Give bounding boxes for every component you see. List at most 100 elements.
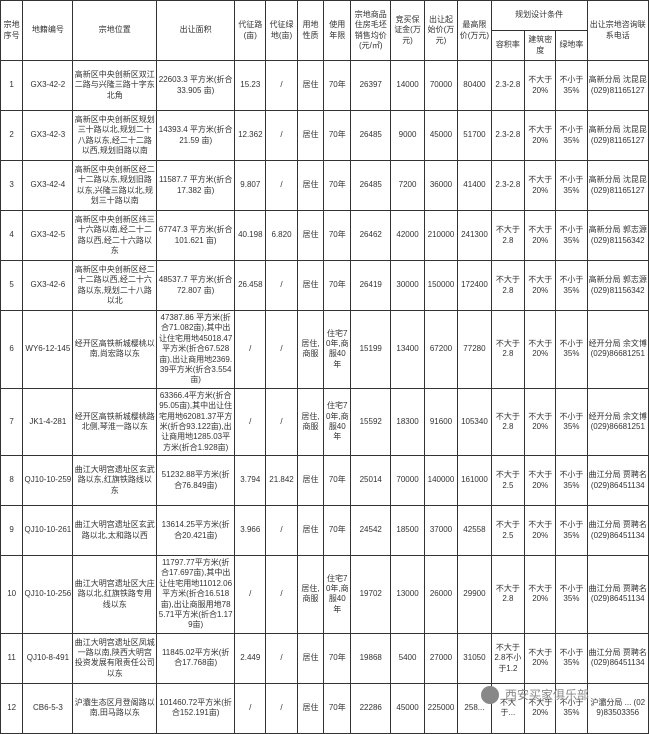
cell-far: 不大于...	[491, 683, 524, 733]
cell-area: 51232.88平方米(折合76.849亩)	[157, 456, 235, 506]
cell-max: 42558	[458, 506, 491, 556]
cell-code: GX3-42-2	[23, 61, 73, 111]
cell-contact: 沪灞分局 ... (029)83503356	[587, 683, 648, 733]
th-green: 代征绿地(亩)	[266, 1, 297, 61]
cell-gr: 不小于35%	[556, 161, 587, 211]
cell-dens: 不大于20%	[525, 683, 556, 733]
th-road: 代征路(亩)	[235, 1, 266, 61]
table-body: 1GX3-42-2高新区中央创新区双江二路与兴隆三路十字东北角22603.3 平…	[1, 61, 649, 734]
cell-max: 51700	[458, 111, 491, 161]
cell-years: 70年	[324, 456, 351, 506]
cell-loc: 经开区高铁新城樱桃以南,尚宏路以东	[73, 311, 157, 389]
cell-far: 不大于2.8	[491, 388, 524, 455]
cell-code: GX3-42-4	[23, 161, 73, 211]
cell-gr: 不小于35%	[556, 388, 587, 455]
cell-green: 6.820	[266, 211, 297, 261]
cell-deposit: 13400	[391, 311, 424, 389]
cell-price: 24542	[351, 506, 391, 556]
cell-loc: 曲江大明宫遗址区玄武路以北,太和路以西	[73, 506, 157, 556]
table-row: 2GX3-42-3高新区中央创新区规划三十路以北,规划二十八路以东,经二十二路以…	[1, 111, 649, 161]
cell-use: 居住,商服	[297, 311, 324, 389]
cell-use: 居住	[297, 211, 324, 261]
table-row: 4GX3-42-5高新区中央创新区纬三十六路以南,经二十二路以西,经二十六路以东…	[1, 211, 649, 261]
cell-code: GX3-42-6	[23, 261, 73, 311]
cell-far: 不大于2.8	[491, 311, 524, 389]
cell-price: 26462	[351, 211, 391, 261]
cell-area: 11845.02平方米(折合17.768亩)	[157, 633, 235, 683]
cell-contact: 曲江分局 贾聘名 (029)86451134	[587, 556, 648, 634]
cell-code: JK1-4-281	[23, 388, 73, 455]
cell-price: 26397	[351, 61, 391, 111]
th-gr: 绿地率	[556, 31, 587, 61]
cell-use: 居住	[297, 506, 324, 556]
cell-dens: 不大于20%	[525, 388, 556, 455]
cell-dens: 不大于20%	[525, 506, 556, 556]
cell-max: 31050	[458, 633, 491, 683]
cell-area: 101460.72平方米(折合152.191亩)	[157, 683, 235, 733]
land-table-page: 宗地序号 地籍编号 宗地位置 出让面积 代征路(亩) 代征绿地(亩) 用地性质 …	[0, 0, 649, 734]
cell-use: 居住	[297, 633, 324, 683]
cell-gr: 不小于35%	[556, 311, 587, 389]
cell-contact: 高新分局 沈昆昆 (029)81165127	[587, 61, 648, 111]
cell-price: 26485	[351, 161, 391, 211]
cell-start: 36000	[424, 161, 457, 211]
cell-seq: 5	[1, 261, 23, 311]
cell-loc: 曲江大明宫遗址区大庄路以北,红旗铁路专用线以东	[73, 556, 157, 634]
cell-code: WY6-12-145	[23, 311, 73, 389]
th-seq: 宗地序号	[1, 1, 23, 61]
cell-code: CB6-5-3	[23, 683, 73, 733]
th-start: 出让起始价(万元)	[424, 1, 457, 61]
cell-far: 2.3-2.8	[491, 161, 524, 211]
cell-green: /	[266, 506, 297, 556]
cell-road: /	[235, 683, 266, 733]
cell-seq: 12	[1, 683, 23, 733]
cell-deposit: 14000	[391, 61, 424, 111]
cell-seq: 11	[1, 633, 23, 683]
cell-far: 2.3-2.8	[491, 111, 524, 161]
table-row: 9QJ10-10-261曲江大明宫遗址区玄武路以北,太和路以西13614.25平…	[1, 506, 649, 556]
cell-dens: 不大于20%	[525, 111, 556, 161]
cell-road: 15.23	[235, 61, 266, 111]
table-row: 11QJ10-8-491曲江大明宫遗址区凤城一路以南,陕西大明宫投资发展有限责任…	[1, 633, 649, 683]
cell-loc: 高新区中央创新区纬三十六路以南,经二十二路以西,经二十六路以东	[73, 211, 157, 261]
cell-max: 172400	[458, 261, 491, 311]
cell-start: 27000	[424, 633, 457, 683]
cell-code: QJ10-10-256	[23, 556, 73, 634]
cell-start: 37000	[424, 506, 457, 556]
cell-area: 63366.4平方米(折合95.05亩),其中出让住宅用地62081.37平方米…	[157, 388, 235, 455]
table-row: 10QJ10-10-256曲江大明宫遗址区大庄路以北,红旗铁路专用线以东1179…	[1, 556, 649, 634]
cell-road: 3.794	[235, 456, 266, 506]
cell-start: 210000	[424, 211, 457, 261]
cell-use: 居住,商服	[297, 388, 324, 455]
th-deposit: 竞买保证金(万元)	[391, 1, 424, 61]
cell-start: 45000	[424, 111, 457, 161]
cell-max: 29900	[458, 556, 491, 634]
cell-contact: 曲江分局 贾聘名 (029)86451134	[587, 456, 648, 506]
cell-loc: 沪灞生态区月登阁路以南,田马路以东	[73, 683, 157, 733]
cell-start: 26000	[424, 556, 457, 634]
cell-years: 住宅70年,商服40年	[324, 388, 351, 455]
cell-max: 241300	[458, 211, 491, 261]
cell-use: 居住	[297, 261, 324, 311]
cell-price: 15199	[351, 311, 391, 389]
cell-start: 140000	[424, 456, 457, 506]
cell-years: 住宅70年,商服40年	[324, 556, 351, 634]
cell-use: 居住	[297, 683, 324, 733]
cell-contact: 高新分局 沈昆昆 (029)81165127	[587, 161, 648, 211]
cell-loc: 曲江大明宫遗址区玄武路以东,红旗铁路线以东	[73, 456, 157, 506]
cell-gr: 不小于35%	[556, 633, 587, 683]
cell-area: 11587.7 平方米(折合 17.382 亩)	[157, 161, 235, 211]
cell-gr: 不小于35%	[556, 456, 587, 506]
cell-start: 150000	[424, 261, 457, 311]
cell-use: 居住	[297, 161, 324, 211]
cell-area: 14393.4 平方米(折合 21.59 亩)	[157, 111, 235, 161]
cell-far: 2.3-2.8	[491, 61, 524, 111]
cell-use: 居住,商服	[297, 556, 324, 634]
cell-far: 不大于2.8	[491, 556, 524, 634]
cell-seq: 10	[1, 556, 23, 634]
cell-start: 91600	[424, 388, 457, 455]
cell-max: 258...	[458, 683, 491, 733]
cell-deposit: 18500	[391, 506, 424, 556]
cell-green: /	[266, 261, 297, 311]
cell-years: 70年	[324, 506, 351, 556]
